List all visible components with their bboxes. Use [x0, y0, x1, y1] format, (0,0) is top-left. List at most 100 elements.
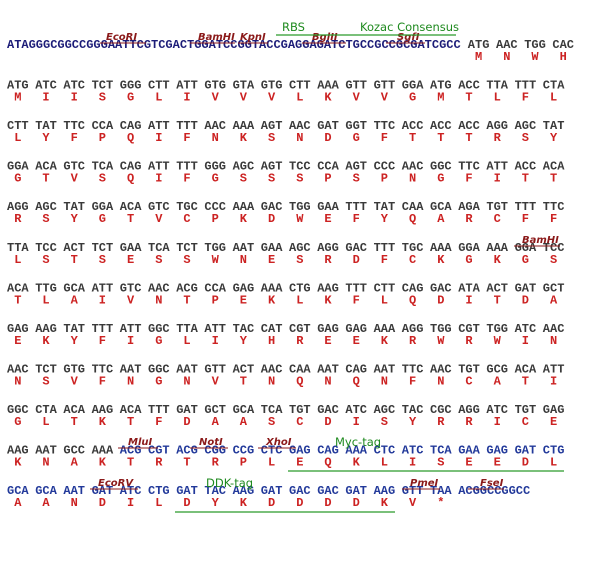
amino-acid: K: [14, 456, 22, 470]
codon: TAT: [63, 200, 85, 214]
codon: ATT: [486, 160, 508, 174]
restriction-site: XhoI: [265, 437, 292, 448]
amino-acid: S: [381, 415, 388, 429]
codon: TCT: [176, 241, 198, 255]
amino-acid: D: [268, 212, 275, 226]
codon: TGG: [524, 38, 546, 52]
codon: AGC: [289, 241, 311, 255]
amino-acid: F: [381, 131, 388, 145]
codon: GCA: [233, 403, 255, 417]
amino-acid: S: [296, 253, 303, 267]
amino-acid: Y: [550, 131, 558, 145]
amino-acid: T: [127, 415, 134, 429]
amino-acid: F: [71, 131, 78, 145]
amino-acid: A: [71, 293, 79, 307]
codon: TCA: [261, 403, 283, 417]
codon: GGA: [92, 200, 114, 214]
codon: GAC: [317, 403, 339, 417]
amino-acid: I: [409, 456, 416, 470]
codon: AAG: [374, 484, 396, 498]
amino-acid: L: [381, 456, 388, 470]
codon: AGG: [402, 322, 424, 336]
amino-acid: R: [212, 456, 220, 470]
codon: ACA: [63, 403, 85, 417]
codon: ACA: [120, 200, 142, 214]
amino-acid: L: [494, 91, 501, 105]
codon: ATC: [120, 484, 142, 498]
codon: GAT: [261, 484, 283, 498]
amino-acid: V: [71, 172, 79, 186]
codon: ATT: [148, 160, 170, 174]
amino-acid: R: [465, 212, 473, 226]
amino-acid: K: [42, 334, 50, 348]
codon: AGC: [233, 160, 255, 174]
amino-acid: S: [42, 253, 49, 267]
amino-acid: D: [522, 456, 529, 470]
codon: ATT: [92, 281, 114, 295]
codon: GAT: [317, 119, 339, 133]
amino-acid: E: [127, 253, 134, 267]
codon: GAT: [345, 484, 367, 498]
amino-acid: P: [324, 172, 331, 186]
codon: TCT: [92, 241, 114, 255]
codon: GAC: [317, 484, 339, 498]
codon: TTC: [402, 362, 424, 376]
amino-acid: R: [324, 253, 332, 267]
codon: GGA: [458, 241, 480, 255]
amino-acid: Q: [409, 293, 416, 307]
codon: TGT: [486, 200, 508, 214]
amino-acid: Q: [353, 374, 360, 388]
amino-acid: S: [268, 172, 275, 186]
amino-acid: L: [296, 91, 303, 105]
amino-acid: K: [268, 293, 276, 307]
amino-acid: D: [324, 131, 331, 145]
amino-acid: E: [324, 334, 331, 348]
amino-acid: T: [183, 293, 190, 307]
amino-acid: L: [296, 293, 303, 307]
amino-acid: S: [268, 415, 275, 429]
amino-acid: W: [531, 50, 539, 64]
amino-acid: N: [296, 131, 303, 145]
codon: TTC: [63, 119, 85, 133]
amino-acid: R: [494, 131, 502, 145]
codon: ACC: [402, 119, 424, 133]
amino-acid: Q: [409, 212, 416, 226]
codon: CTC: [374, 444, 396, 458]
amino-acid: G: [353, 131, 360, 145]
codon: AGT: [261, 160, 283, 174]
codon: ACG: [176, 281, 198, 295]
amino-acid: D: [353, 496, 360, 510]
amino-acid: E: [240, 293, 247, 307]
codon: AGG: [317, 241, 339, 255]
amino-acid: A: [212, 415, 220, 429]
amino-acid: S: [240, 172, 247, 186]
amino-acid: N: [212, 131, 219, 145]
codon: CGG: [204, 444, 226, 458]
amino-acid: I: [494, 415, 501, 429]
codon: TGT: [515, 403, 537, 417]
codon: GAT: [176, 484, 198, 498]
codon: AAT: [35, 444, 57, 458]
codon: AAG: [233, 484, 255, 498]
amino-acid: T: [494, 293, 501, 307]
amino-acid: K: [99, 415, 107, 429]
amino-acid: L: [381, 293, 388, 307]
codon: TAC: [233, 322, 255, 336]
amino-acid: C: [522, 415, 529, 429]
codon: ACA: [120, 403, 142, 417]
codon: TTT: [176, 160, 198, 174]
codon: AGG: [7, 200, 29, 214]
codon: GCA: [430, 200, 452, 214]
codon: GGA: [7, 160, 29, 174]
restriction-site: BamHI: [522, 235, 559, 246]
codon: AAC: [148, 281, 170, 295]
codon: CAG: [317, 444, 339, 458]
codon: CCG: [233, 444, 255, 458]
amino-acid: C: [465, 374, 472, 388]
amino-acid: S: [99, 253, 106, 267]
codon: ATC: [515, 322, 537, 336]
codon: ACC: [458, 119, 480, 133]
amino-acid: D: [522, 293, 529, 307]
amino-acid: I: [42, 91, 49, 105]
codon: GAT: [176, 403, 198, 417]
